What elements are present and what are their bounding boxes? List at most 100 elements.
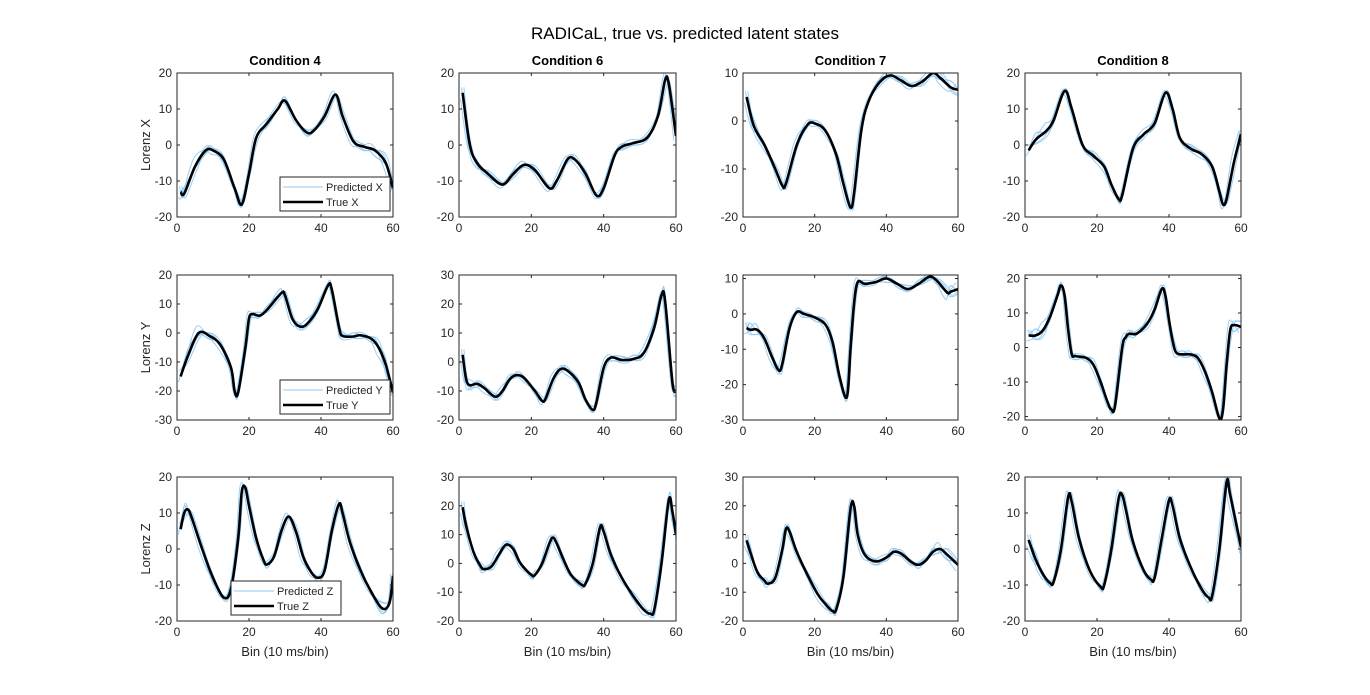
x-tick-label: 0	[740, 424, 747, 438]
y-tick-label: 20	[441, 297, 455, 311]
x-tick-label: 60	[1234, 221, 1248, 235]
y-tick-label: -10	[721, 585, 739, 599]
y-tick-label: 0	[1013, 542, 1020, 556]
y-tick-label: 20	[159, 66, 173, 80]
y-tick-label: 20	[725, 499, 739, 513]
x-tick-label: 20	[1090, 625, 1104, 639]
legend: Predicted X True X	[279, 176, 391, 212]
y-tick-label: -10	[155, 174, 173, 188]
axes-box	[742, 72, 959, 218]
x-tick-label: 0	[174, 625, 181, 639]
predicted-line	[746, 275, 958, 402]
y-tick-label: 10	[159, 506, 173, 520]
y-tick-label: 0	[447, 138, 454, 152]
x-tick-label: 40	[314, 424, 328, 438]
x-tick-label: 60	[386, 625, 400, 639]
y-tick-label: -10	[437, 174, 455, 188]
y-tick-label: 10	[1007, 506, 1021, 520]
x-tick-label: 0	[740, 221, 747, 235]
plot-lines	[1025, 477, 1241, 604]
x-tick-label: 0	[174, 221, 181, 235]
x-tick-label: 60	[1234, 625, 1248, 639]
subplot-r2c2: 0 20 40 60 -20 -10 0 10 20 30	[437, 268, 683, 438]
y-tick-label: 20	[1007, 470, 1021, 484]
x-tick-label: 60	[669, 424, 683, 438]
plot-lines	[459, 491, 676, 619]
y-tick-label: 0	[731, 307, 738, 321]
x-tick-label: 40	[880, 625, 894, 639]
subplot-r1c2: 0 20 40 60 -20 -10 0 10 20 Condition 6	[437, 53, 683, 235]
plot-lines	[177, 482, 393, 615]
subplot-r1c1: 0 20 40 60 -20 -10 0 10 20 Condition 4 Lorenz X Pre…	[138, 53, 400, 235]
legend-entry: Predicted Y	[326, 385, 383, 397]
x-tick-label: 60	[669, 221, 683, 235]
subplot-title: Condition 7	[815, 53, 887, 68]
x-tick-label: 60	[951, 625, 965, 639]
y-tick-label: 20	[441, 66, 455, 80]
x-tick-label: 40	[597, 221, 611, 235]
y-tick-label: -20	[437, 210, 455, 224]
subplot-r3c1: 0 20 40 60 -20 -10 0 10 20 Lorenz Z Bin (10 ms/bin…	[138, 470, 400, 659]
x-axis-label: Bin (10 ms/bin)	[241, 644, 328, 659]
y-tick-label: 20	[1007, 271, 1021, 285]
true-line	[745, 499, 958, 614]
predicted-line	[461, 79, 676, 200]
axes-box	[458, 476, 677, 622]
figure-title: RADICaL, true vs. predicted latent state…	[531, 24, 839, 43]
y-tick-label: 0	[731, 556, 738, 570]
y-tick-label: -20	[155, 384, 173, 398]
x-tick-label: 40	[1162, 625, 1176, 639]
y-tick-label: -10	[1003, 375, 1021, 389]
x-tick-label: 20	[242, 424, 256, 438]
true-line	[745, 73, 958, 210]
subplot-r2c1: 0 20 40 60 -30 -20 -10 0 10 20 Lorenz Y Predicted Y…	[138, 268, 400, 438]
y-tick-label: -10	[1003, 578, 1021, 592]
y-axis-label: Lorenz Z	[138, 523, 153, 574]
x-tick-label: 0	[1022, 424, 1029, 438]
axes-box	[742, 476, 959, 622]
legend-entry: True Y	[326, 400, 359, 412]
x-tick-label: 40	[314, 625, 328, 639]
true-line	[461, 75, 676, 198]
legend-box	[230, 580, 342, 616]
y-tick-label: 10	[441, 102, 455, 116]
x-tick-label: 20	[808, 424, 822, 438]
y-tick-label: 30	[725, 470, 739, 484]
y-tick-label: -20	[1003, 410, 1021, 424]
subplot-r2c4: 0 20 40 60 -20 -10 0 10 20	[1003, 271, 1248, 438]
true-line	[1028, 284, 1241, 420]
x-axis-label: Bin (10 ms/bin)	[807, 644, 894, 659]
y-tick-label: -20	[721, 378, 739, 392]
y-tick-label: 0	[165, 138, 172, 152]
true-line	[461, 289, 676, 412]
y-tick-label: 10	[159, 102, 173, 116]
subplot-r1c4: 0 20 40 60 -20 -10 0 10 20 Condition 8	[1003, 53, 1248, 235]
x-tick-label: 40	[1162, 221, 1176, 235]
y-tick-label: 10	[1007, 102, 1021, 116]
axes-box	[458, 274, 677, 421]
x-tick-label: 20	[1090, 221, 1104, 235]
y-tick-label: 20	[1007, 66, 1021, 80]
x-tick-label: 20	[525, 221, 539, 235]
predicted-line	[743, 73, 957, 210]
y-tick-label: 0	[165, 326, 172, 340]
plot-lines	[743, 498, 958, 616]
plot-lines	[459, 286, 676, 413]
y-tick-label: -20	[437, 614, 455, 628]
subplot-r2c3: 0 20 40 60 -30 -20 -10 0 10	[721, 272, 965, 438]
x-tick-label: 40	[880, 221, 894, 235]
x-tick-label: 0	[456, 625, 463, 639]
x-tick-label: 20	[808, 625, 822, 639]
x-tick-label: 20	[525, 625, 539, 639]
plot-area	[459, 477, 676, 621]
x-tick-label: 60	[951, 221, 965, 235]
y-tick-label: 20	[441, 499, 455, 513]
y-tick-label: -20	[721, 210, 739, 224]
legend: Predicted Y True Y	[279, 379, 391, 415]
y-tick-label: 30	[441, 268, 455, 282]
subplot-r3c2: 0 20 40 60 -20 -10 0 10 20 30 Bin (10 ms/bin)	[437, 470, 683, 659]
y-tick-label: -10	[437, 585, 455, 599]
y-tick-label: 10	[159, 297, 173, 311]
plot-area	[1025, 275, 1241, 420]
